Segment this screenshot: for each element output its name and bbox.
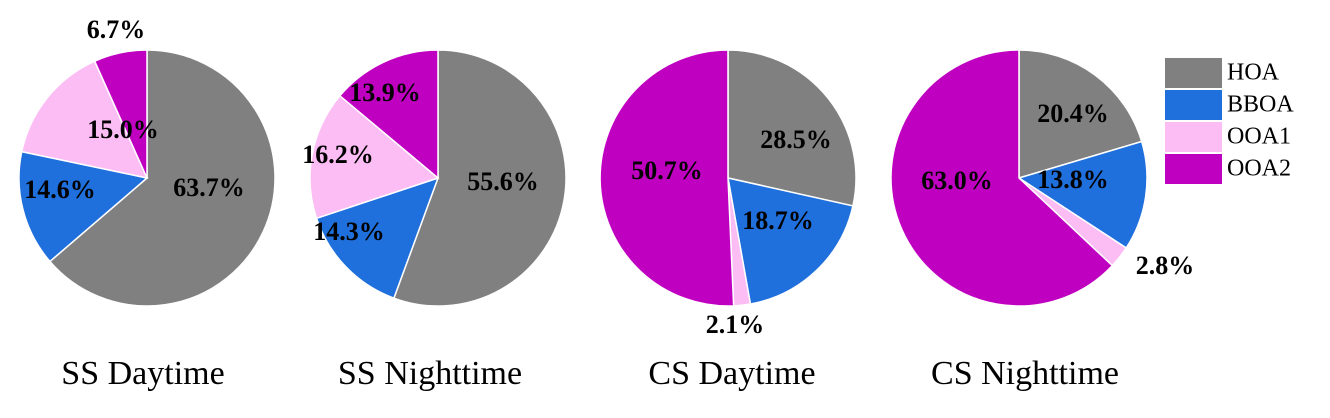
slice-label-hoa: 28.5% xyxy=(760,125,832,154)
slice-label-ooa1: 2.1% xyxy=(706,310,765,339)
legend-label-hoa: HOA xyxy=(1227,60,1280,86)
slice-label-ooa2: 13.9% xyxy=(349,78,421,107)
legend-swatch-ooa1 xyxy=(1165,122,1222,152)
slice-ooa2 xyxy=(599,49,735,307)
slice-label-ooa2: 6.7% xyxy=(87,15,146,44)
slice-hoa xyxy=(1018,49,1143,180)
chart-title: SS Daytime xyxy=(61,355,224,392)
slice-ooa1 xyxy=(309,94,440,220)
slice-label-hoa: 20.4% xyxy=(1037,99,1109,128)
legend: HOA BBOA OOA1 OOA2 xyxy=(1160,54,1322,188)
pie-3: 28.5% 18.7% 2.1% 50.7% CS Daytime xyxy=(599,49,857,392)
slice-ooa1 xyxy=(20,60,149,180)
pie-1: 63.7% 14.6% 15.0% 6.7% SS Daytime xyxy=(18,15,276,392)
pie-2: 55.6% 14.3% 16.2% 13.9% SS Nighttime xyxy=(302,49,567,392)
slice-hoa xyxy=(48,49,276,307)
legend-label-ooa2: OOA2 xyxy=(1227,156,1291,182)
slice-label-bboa: 13.8% xyxy=(1037,165,1109,194)
slice-ooa2 xyxy=(890,49,1114,307)
pie-charts: 63.7% 14.6% 15.0% 6.7% SS Daytime 55.6% 14.3% 1… xyxy=(18,15,1195,392)
slice-label-ooa2: 50.7% xyxy=(631,156,703,185)
slice-label-hoa: 63.7% xyxy=(173,173,245,202)
slice-label-hoa: 55.6% xyxy=(467,167,539,196)
legend-swatch-hoa xyxy=(1165,58,1222,88)
slice-bboa xyxy=(18,150,149,263)
chart-title: CS Daytime xyxy=(648,355,815,392)
chart-title: SS Nighttime xyxy=(338,355,522,392)
slice-bboa xyxy=(1017,140,1148,249)
pie-4: 20.4% 13.8% 2.8% 63.0% CS Nighttime xyxy=(890,49,1195,392)
slice-label-bboa: 14.6% xyxy=(24,175,96,204)
legend-label-bboa: BBOA xyxy=(1227,92,1294,118)
slice-bboa xyxy=(727,177,854,305)
legend-swatch-bboa xyxy=(1165,90,1222,120)
legend-label-ooa1: OOA1 xyxy=(1227,124,1291,150)
slice-bboa xyxy=(315,176,440,300)
slice-label-ooa2: 63.0% xyxy=(921,166,993,195)
slice-hoa xyxy=(392,49,567,307)
slice-label-ooa1: 15.0% xyxy=(87,115,159,144)
slice-ooa2 xyxy=(93,49,148,179)
slice-label-ooa1: 2.8% xyxy=(1136,251,1195,280)
slice-hoa xyxy=(727,49,857,207)
slice-label-bboa: 14.3% xyxy=(313,217,385,246)
legend-swatch-ooa2 xyxy=(1165,154,1222,184)
slice-ooa2 xyxy=(338,49,439,180)
slice-label-bboa: 18.7% xyxy=(742,206,814,235)
slice-label-ooa1: 16.2% xyxy=(302,140,374,169)
chart-title: CS Nighttime xyxy=(931,355,1119,392)
